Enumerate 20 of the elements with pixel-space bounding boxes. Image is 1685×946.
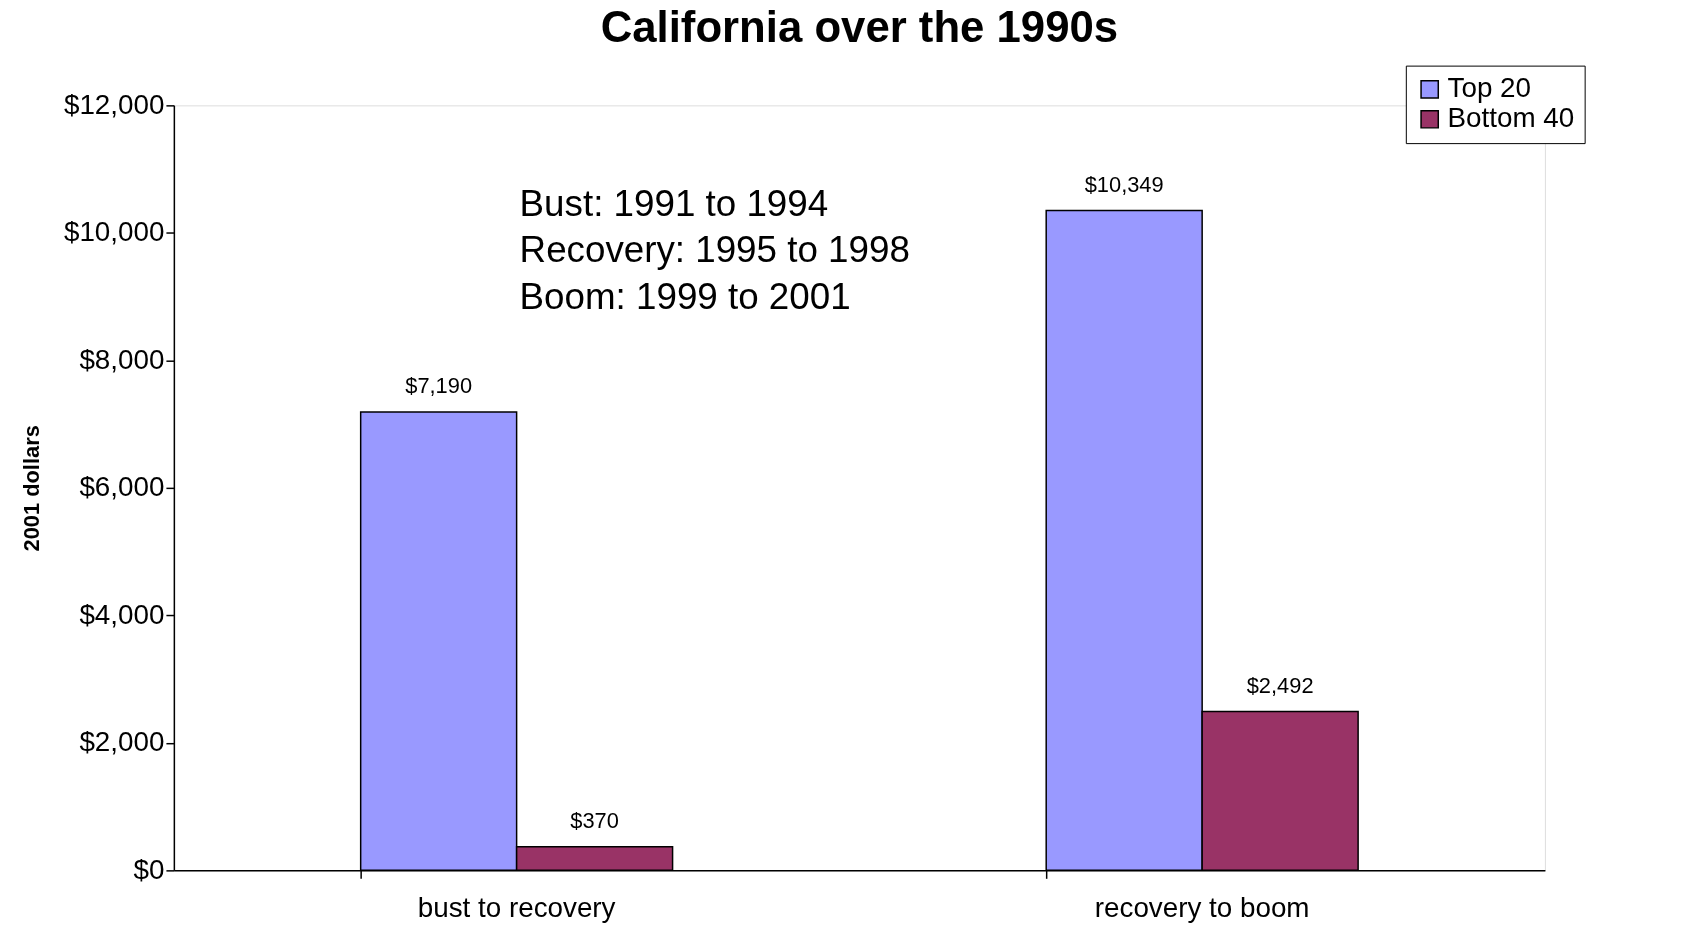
y-tick-label: $6,000 <box>79 471 165 503</box>
legend-label: Bottom 40 <box>1447 102 1575 134</box>
data-label: $370 <box>570 807 619 833</box>
data-label: $7,190 <box>405 373 473 399</box>
y-tick-label: $4,000 <box>79 598 165 630</box>
legend-label: Top 20 <box>1447 72 1532 104</box>
y-tick-label: $2,000 <box>79 726 165 758</box>
chart-title: California over the 1990s <box>600 2 1119 52</box>
data-label: $2,492 <box>1246 672 1314 698</box>
annotation: Boom: 1999 to 2001 <box>519 276 851 318</box>
annotation: Bust: 1991 to 1994 <box>519 182 829 224</box>
y-tick-label: $10,000 <box>63 216 165 248</box>
y-tick-label: $12,000 <box>63 88 165 120</box>
y-tick-label: $8,000 <box>79 343 165 375</box>
annotation: Recovery: 1995 to 1998 <box>519 229 910 271</box>
x-tick-label: bust to recovery <box>417 891 616 923</box>
y-tick-label: $0 <box>133 853 165 885</box>
data-label: $10,349 <box>1084 171 1164 197</box>
x-tick-label: recovery to boom <box>1094 891 1310 923</box>
y-axis-title: 2001 dollars <box>19 425 45 552</box>
